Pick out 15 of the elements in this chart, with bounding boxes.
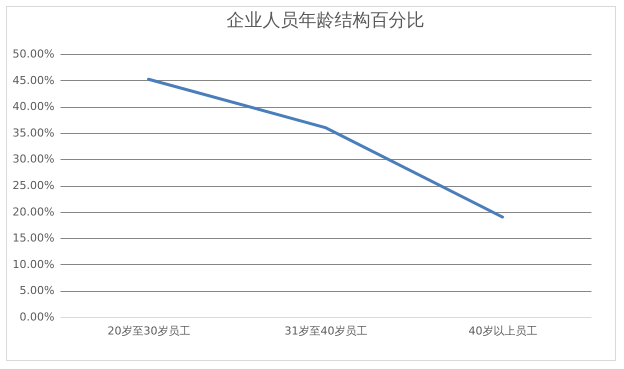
y-tick-label: 35.00%	[12, 126, 54, 140]
y-tick-label: 10.00%	[12, 258, 54, 271]
y-tick-label: 40.00%	[12, 100, 54, 114]
chart-title: 企业人员年龄结构百分比	[226, 10, 424, 31]
y-tick-label: 0.00%	[20, 310, 54, 324]
y-tick-label: 20.00%	[12, 205, 54, 218]
x-tick-label: 40岁以上员工	[468, 324, 538, 338]
x-tick-label: 20岁至30岁员工	[108, 324, 190, 338]
y-tick-label: 50.00%	[12, 48, 54, 60]
y-tick-label: 5.00%	[20, 284, 54, 298]
y-tick-label: 25.00%	[12, 179, 54, 192]
y-tick-label: 45.00%	[12, 74, 54, 87]
y-tick-label: 30.00%	[12, 152, 54, 166]
y-tick-label: 15.00%	[12, 232, 54, 245]
x-tick-label: 31岁至40岁员工	[284, 324, 368, 338]
